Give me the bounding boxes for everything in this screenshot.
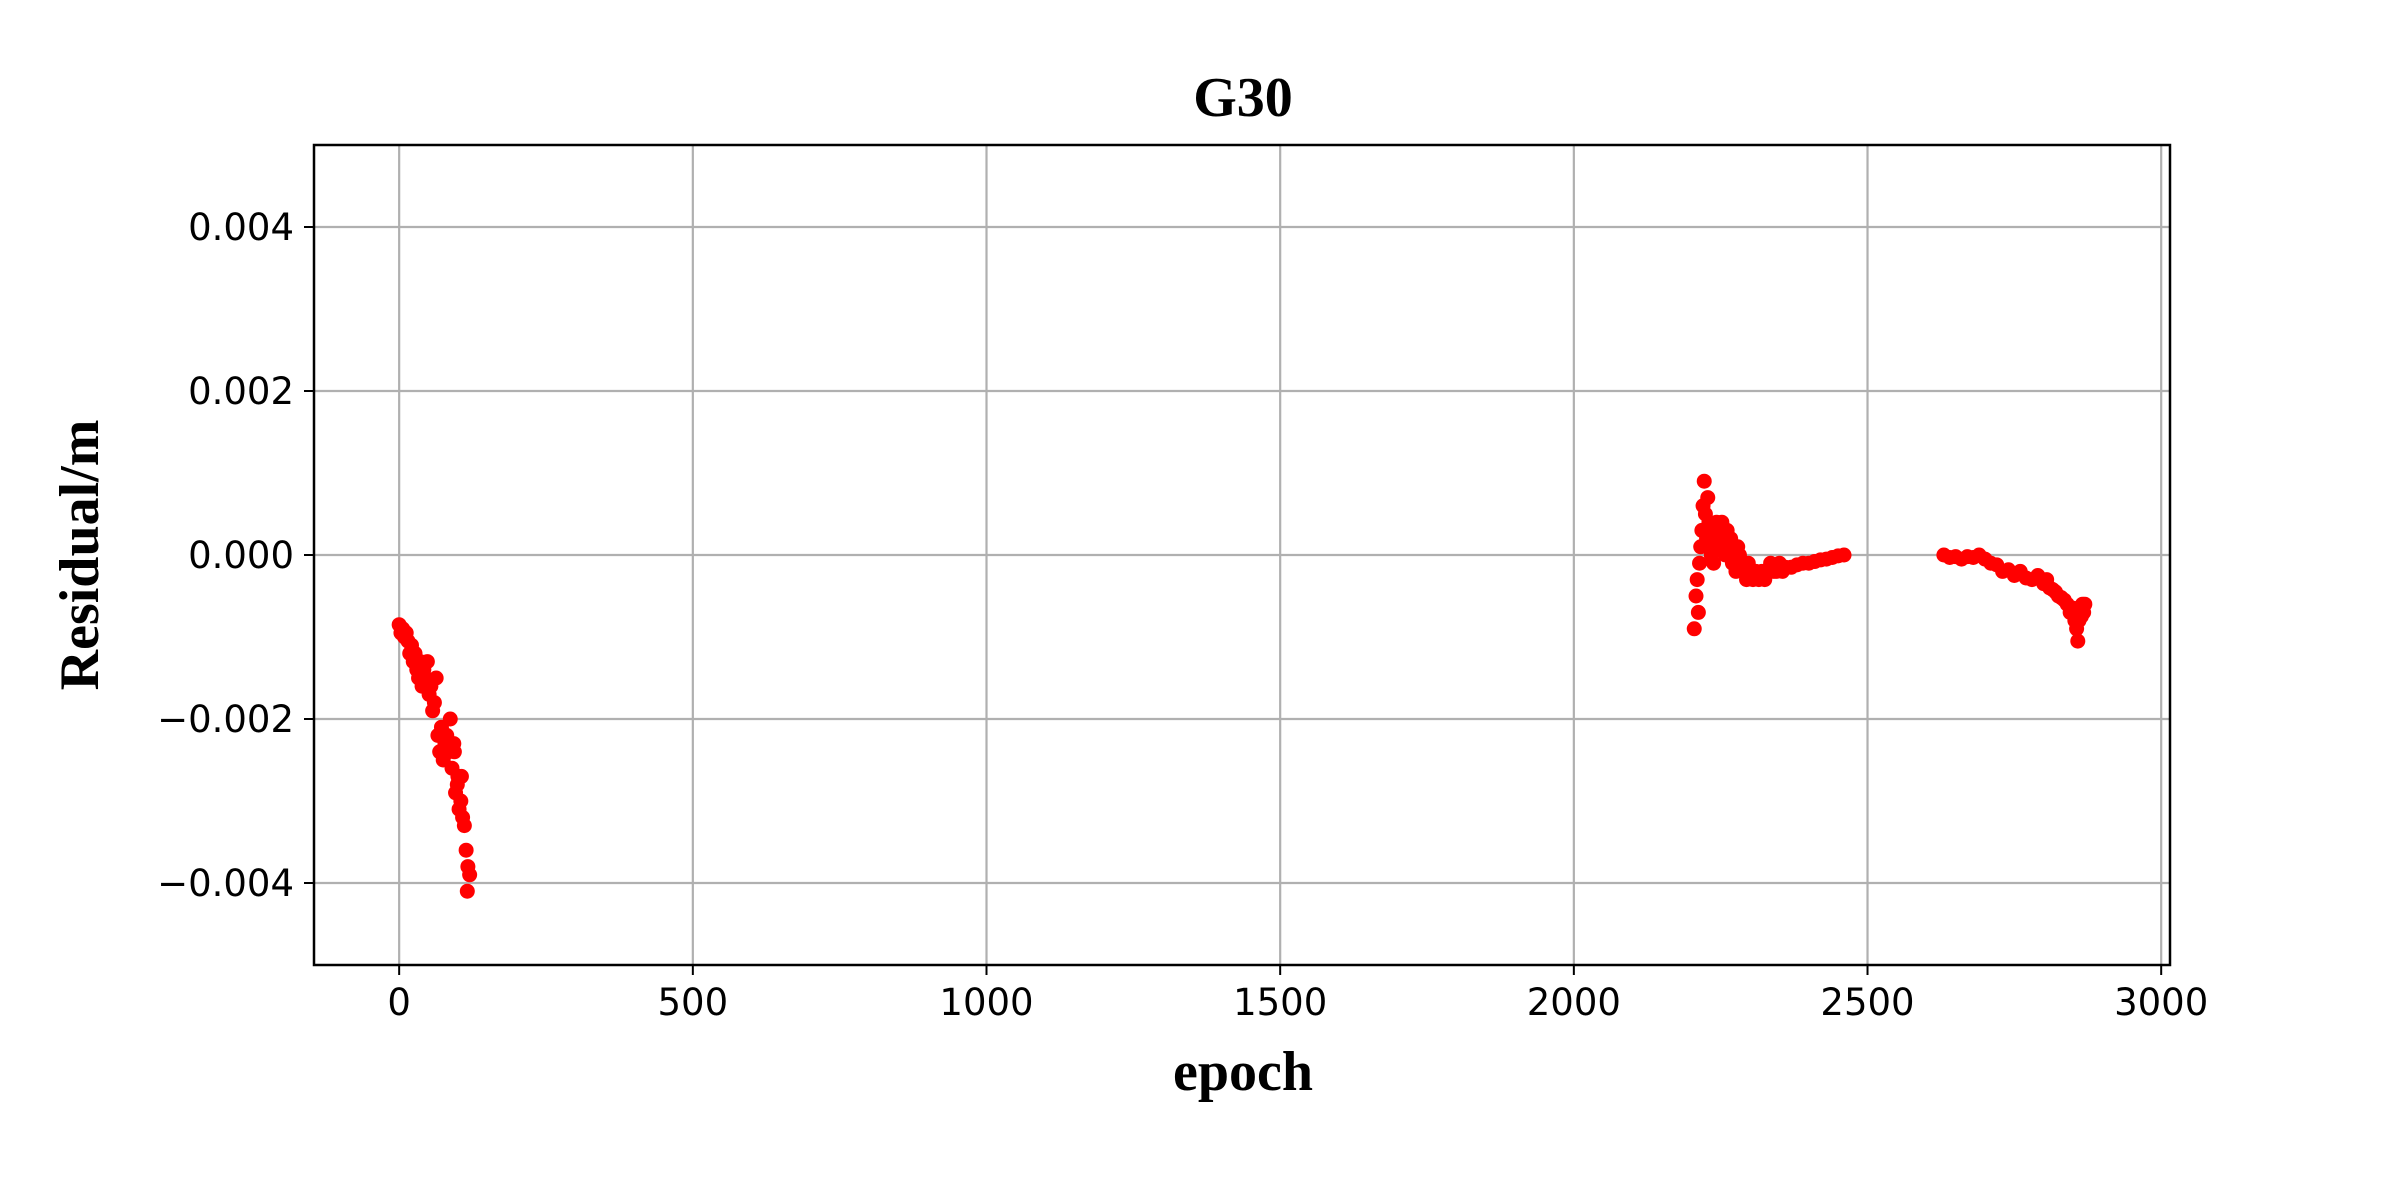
y-tick-label: 0.004 — [188, 206, 294, 249]
data-point — [458, 842, 474, 858]
x-tick-label: 3000 — [2114, 981, 2208, 1024]
data-point — [450, 768, 466, 784]
data-point — [1706, 555, 1722, 571]
data-point — [1689, 572, 1705, 588]
y-axis: 0.004 0.002 0.000 −0.002 −0.004 — [157, 206, 314, 905]
data-point — [1700, 490, 1716, 506]
data-points — [391, 473, 2093, 899]
data-point — [459, 883, 475, 899]
data-point — [2070, 633, 2086, 649]
data-point — [462, 867, 478, 883]
y-tick-label: 0.002 — [188, 370, 294, 413]
data-point — [2077, 596, 2093, 612]
y-tick-label: −0.002 — [157, 698, 294, 741]
x-axis: 0 500 1000 1500 2000 2500 3000 — [387, 965, 2208, 1024]
data-point — [428, 670, 444, 686]
x-tick-label: 500 — [658, 981, 729, 1024]
data-point — [1836, 547, 1852, 563]
x-axis-label: epoch — [1173, 1041, 1313, 1103]
y-tick-label: 0.000 — [188, 534, 294, 577]
data-point — [426, 695, 442, 711]
chart-title: G30 — [1193, 67, 1293, 129]
data-point — [453, 793, 469, 809]
data-point — [419, 654, 435, 670]
data-point — [1696, 473, 1712, 489]
data-point — [446, 744, 462, 760]
y-axis-label: Residual/m — [49, 420, 111, 691]
data-point — [456, 818, 472, 834]
data-point — [1688, 588, 1704, 604]
y-tick-label: −0.004 — [157, 862, 294, 905]
data-point — [1690, 604, 1706, 620]
x-tick-label: 2000 — [1527, 981, 1621, 1024]
data-point — [442, 711, 458, 727]
x-tick-label: 0 — [387, 981, 411, 1024]
grid — [314, 145, 2170, 965]
x-tick-label: 1000 — [939, 981, 1033, 1024]
x-tick-label: 1500 — [1233, 981, 1327, 1024]
data-point — [1686, 621, 1702, 637]
x-tick-label: 2500 — [1820, 981, 1914, 1024]
data-point — [1692, 555, 1708, 571]
